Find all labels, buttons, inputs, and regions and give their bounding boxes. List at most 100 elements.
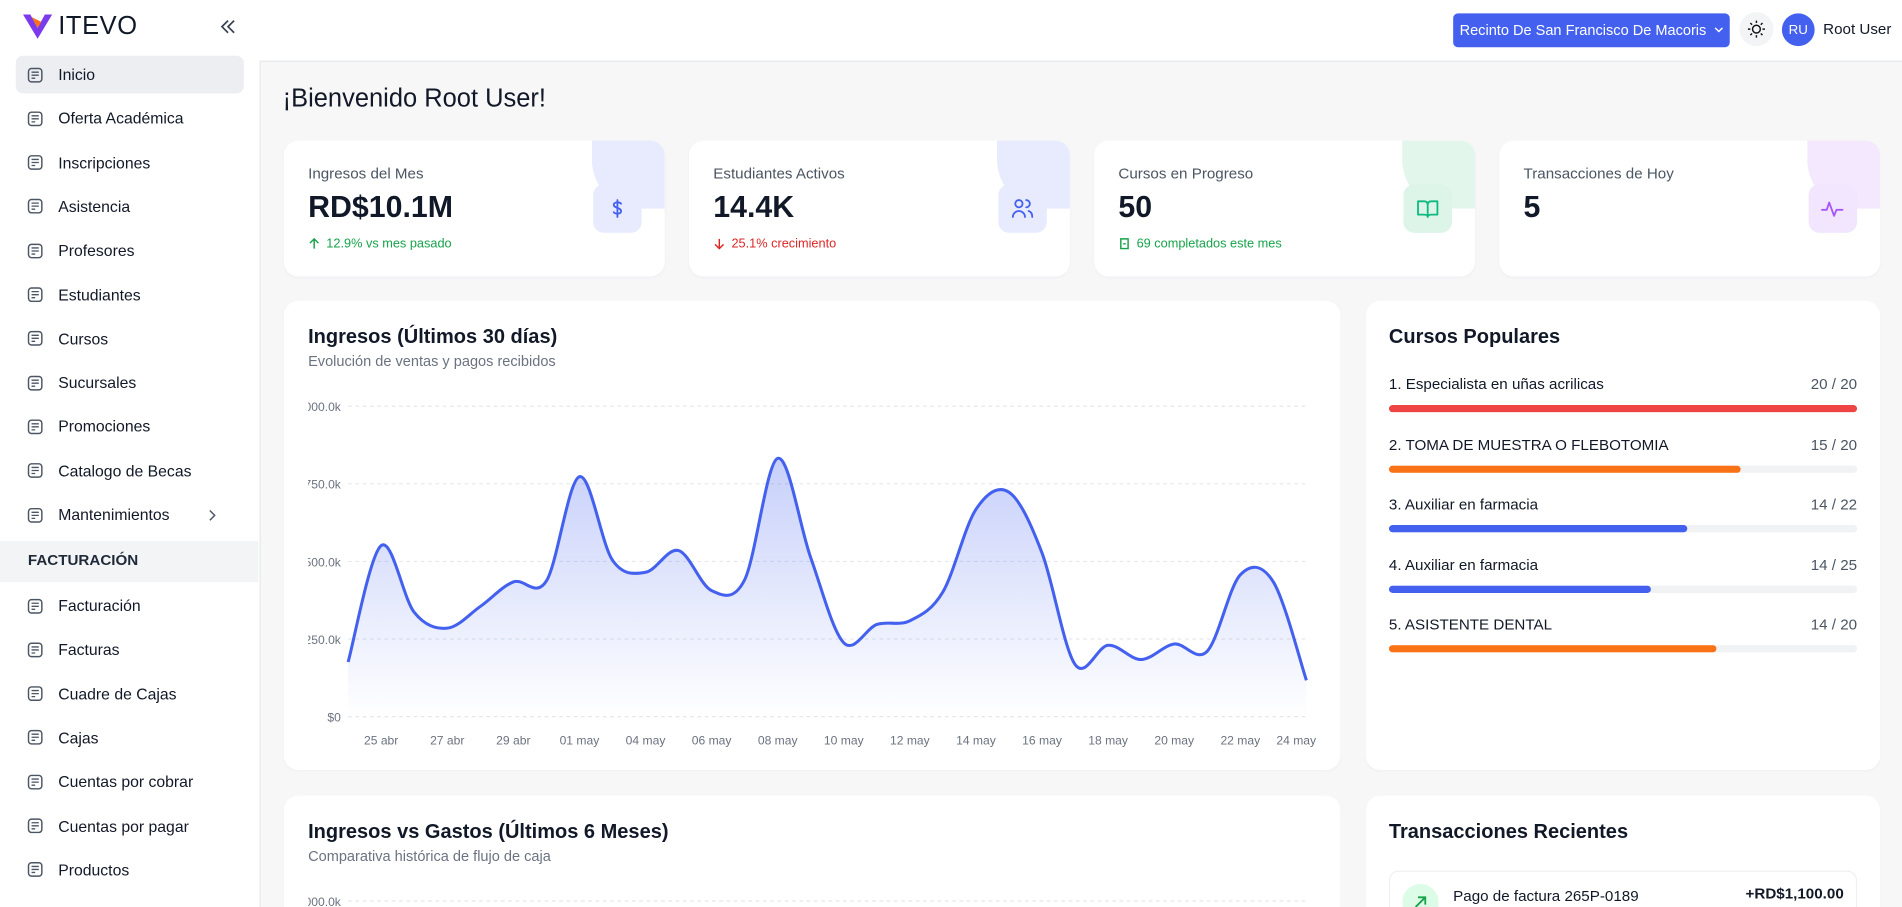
menu-label: Inscripciones: [58, 153, 151, 172]
menu-label: Cuadre de Cajas: [58, 684, 177, 703]
stat-label: Ingresos del Mes: [308, 164, 424, 182]
icon-shape: [1821, 201, 1844, 217]
menu-icon: [27, 463, 43, 479]
chevron: [1714, 27, 1723, 33]
icon-shape: [27, 686, 43, 702]
course-name: 5. ASISTENTE DENTAL: [1388, 616, 1553, 633]
progress-bar: [1388, 465, 1741, 473]
branch-selector[interactable]: Recinto De San Francisco De Macoris: [1453, 13, 1730, 48]
icon-shape: [27, 287, 43, 303]
section-title: FACTURACIÓN: [27, 551, 139, 569]
separator: /: [1827, 495, 1841, 513]
course-name: 1. Especialista en uñas acrilicas: [1388, 375, 1604, 393]
menu-item[interactable]: Catalogo de Becas: [16, 452, 244, 490]
transaction-description: Pago de factura 265P-0189: [1453, 887, 1639, 905]
progress-track: [1388, 405, 1858, 413]
menu-label: Cursos: [58, 329, 109, 348]
menu-label: Promociones: [58, 417, 151, 436]
y-tick-label: $500.0k: [308, 555, 342, 569]
x-tick-label: 06 may: [692, 734, 733, 748]
stat-change-text: 12.9% vs mes pasado: [326, 236, 452, 252]
menu-item[interactable]: Cursos: [16, 320, 244, 358]
icon-shape: [27, 862, 43, 878]
enrolled: 14: [1810, 616, 1828, 633]
progress-track: [1388, 465, 1858, 473]
user-name[interactable]: Root User: [1823, 20, 1892, 38]
menu-item[interactable]: Cuentas por cobrar: [16, 763, 244, 801]
chart-subtitle: Evolución de ventas y pagos recibidos: [308, 352, 556, 370]
icon-shape: [27, 419, 43, 435]
menu-label: Catalogo de Becas: [58, 461, 192, 480]
menu-item[interactable]: Profesores: [16, 232, 244, 270]
trend-icon: [309, 237, 319, 249]
icon-shape: [27, 111, 43, 126]
menu-item[interactable]: Cajas: [16, 719, 244, 757]
icon-shape: [27, 730, 43, 746]
menu-item[interactable]: Mantenimientos: [16, 496, 244, 534]
separator: /: [1827, 435, 1841, 453]
menu-icon: [27, 67, 43, 82]
x-tick-label: 20 may: [1154, 734, 1195, 748]
enrolled: 15: [1810, 435, 1828, 453]
menu-item[interactable]: Facturas: [16, 631, 244, 669]
transaction[interactable]: Pago de factura 265P-0189 +RD$1,100.00: [1388, 870, 1858, 907]
branch-name: Recinto De San Francisco De Macoris: [1459, 21, 1707, 39]
theme-toggle[interactable]: [1739, 12, 1774, 47]
header: Recinto De San Francisco De Macoris RU R…: [259, 0, 1902, 62]
area: [348, 458, 1307, 717]
x-tick-label: 18 may: [1088, 734, 1129, 748]
menu-label: Asistencia: [58, 197, 131, 216]
line: [346, 456, 1308, 681]
menu-icon: [27, 774, 43, 790]
menu-item[interactable]: Facturación: [16, 587, 244, 625]
menu-item[interactable]: Inicio: [15, 55, 244, 94]
y-tick-label: $1000.0k: [308, 400, 342, 414]
menu-item[interactable]: Estudiantes: [16, 276, 244, 314]
menu-item[interactable]: Sucursales: [16, 364, 244, 402]
stat-label: Estudiantes Activos: [713, 164, 845, 182]
stat-label: Cursos en Progreso: [1118, 164, 1254, 182]
sun-icon: [1747, 20, 1765, 38]
menu-label: Estudiantes: [58, 285, 141, 304]
menu-icon: [27, 730, 43, 746]
menu-item[interactable]: Productos: [16, 851, 244, 889]
icon-shape: [31, 114, 39, 123]
icon-shape: [27, 774, 43, 790]
menu-item[interactable]: Inscripciones: [16, 144, 244, 182]
collapse-button[interactable]: [220, 18, 237, 35]
x-tick-label: 10 may: [824, 734, 865, 748]
welcome: ¡Bienvenido Root User!: [282, 84, 546, 113]
progress-bar: [1388, 525, 1687, 533]
bar-chart: $1000.0k: [308, 895, 1307, 907]
capacity: 20: [1840, 616, 1858, 633]
menu-label: Cajas: [58, 728, 99, 747]
icon-box: [1808, 184, 1858, 233]
icon-shape: [612, 199, 622, 218]
icon-shape: [309, 237, 319, 249]
menu-item[interactable]: Asistencia: [16, 188, 244, 226]
enrolled: 20: [1810, 375, 1828, 393]
menu-item[interactable]: Promociones: [16, 408, 244, 446]
course-ratio: 14 / 25: [1811, 556, 1857, 573]
brand: ITEVO: [58, 12, 138, 41]
capacity: 22: [1840, 495, 1858, 513]
capacity: 20: [1840, 375, 1858, 393]
menu-item[interactable]: Cuadre de Cajas: [16, 675, 244, 713]
icon-shape: [31, 70, 39, 79]
menu-label: Profesores: [58, 241, 135, 260]
icon-shape: [31, 646, 39, 654]
icon-shape: [31, 202, 39, 211]
section-band: [0, 540, 259, 583]
icon-bg: [1402, 883, 1439, 907]
x-tick-label: 25 abr: [364, 734, 398, 748]
menu-label: Inicio: [58, 65, 96, 84]
menu-item[interactable]: Cuentas por pagar: [16, 807, 244, 845]
icon-shape: [31, 378, 39, 387]
icon-shape: [27, 155, 43, 170]
progress-track: [1388, 585, 1858, 593]
avatar[interactable]: RU: [1781, 13, 1815, 47]
menu-item[interactable]: Oferta Académica: [16, 100, 244, 138]
x-tick-label: 01 may: [560, 734, 601, 748]
progress-track: [1388, 645, 1858, 653]
